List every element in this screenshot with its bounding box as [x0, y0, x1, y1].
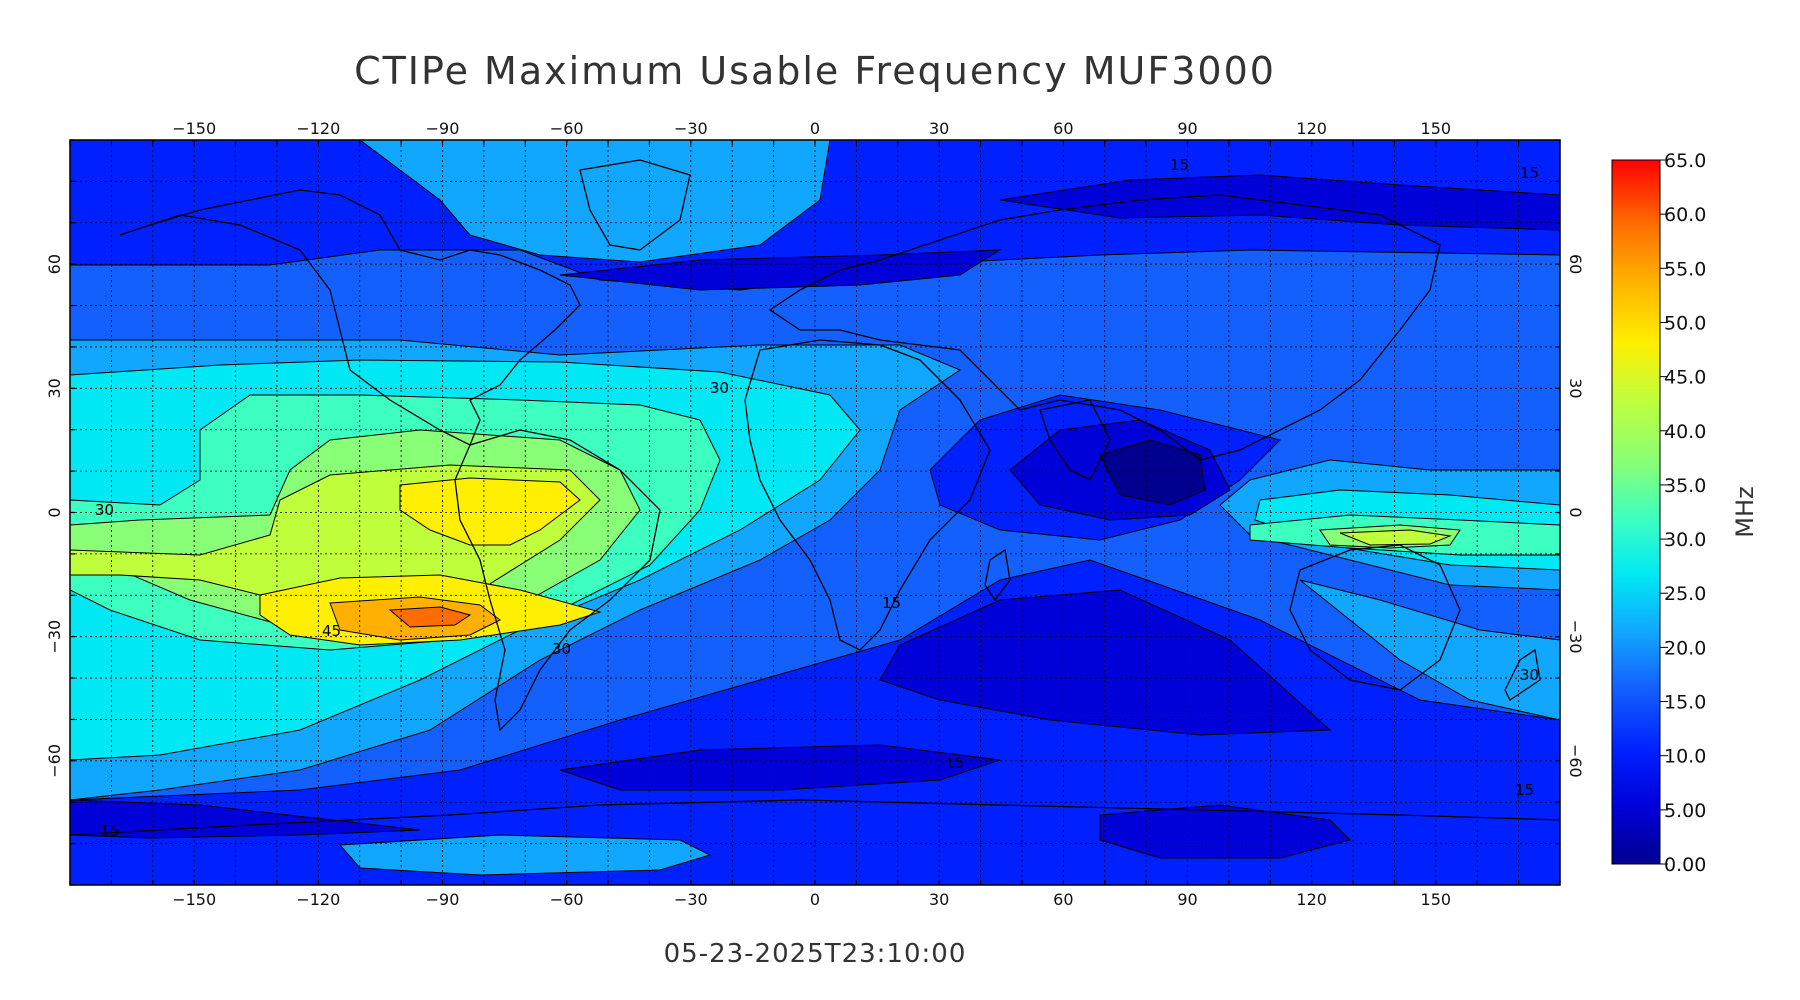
colorbar-tick-label: 5.00	[1664, 800, 1706, 822]
x-tick-label: −150	[172, 119, 216, 138]
coastlines	[70, 159, 1560, 836]
coast-antarctica	[70, 799, 1560, 836]
x-tick-label: −120	[296, 890, 340, 909]
y-tick-label: 30	[45, 378, 64, 398]
contour-label: 15	[945, 754, 964, 772]
y-tick-label: 60	[45, 254, 64, 274]
x-tick-label: 30	[929, 119, 949, 138]
coast-australia	[1289, 544, 1461, 691]
y-tick-label: 60	[1566, 254, 1585, 274]
y-tick-label: 30	[1566, 378, 1585, 398]
colorbar	[1611, 159, 1661, 865]
colorbar-tick-label: 20.0	[1664, 637, 1706, 659]
x-tick-label: 90	[1177, 890, 1197, 909]
contour-label: 30	[1520, 666, 1539, 684]
graticule	[70, 140, 1560, 885]
x-tick-label: −90	[426, 890, 460, 909]
y-tick-label: −30	[45, 620, 64, 654]
x-tick-label: −30	[674, 890, 708, 909]
x-tick-label: 150	[1421, 119, 1452, 138]
contour-band-5c	[559, 744, 1001, 791]
colorbar-tick-label: 50.0	[1664, 312, 1706, 334]
colorbar-unit: MHz	[1731, 486, 1759, 537]
x-tick-label: 0	[810, 119, 820, 138]
colorbar-tick-label: 55.0	[1664, 258, 1706, 280]
frame-ticks	[69, 139, 1561, 886]
colorbar-tick-label: 15.0	[1664, 692, 1706, 714]
y-tick-label: −60	[45, 744, 64, 778]
contour-band-0	[1099, 439, 1206, 506]
y-tick-label: 0	[1566, 507, 1585, 517]
contour-band-20	[359, 140, 831, 263]
colorbar-tick-label: 0.00	[1664, 854, 1706, 876]
contour-label: 30	[95, 501, 114, 519]
y-tick-label: 0	[45, 507, 64, 517]
x-tick-label: 0	[810, 890, 820, 909]
colorbar-tick-label: 25.0	[1664, 583, 1706, 605]
colorbar-tick-label: 35.0	[1664, 475, 1706, 497]
coast-madagascar	[984, 548, 1011, 602]
contour-label: 15	[1515, 781, 1534, 799]
colorbar-tick-label: 60.0	[1664, 204, 1706, 226]
x-tick-label: −120	[296, 119, 340, 138]
coast-africa	[744, 339, 991, 651]
x-tick-label: −60	[550, 890, 584, 909]
contour-band-5d	[1099, 804, 1351, 859]
coast-eurasia	[768, 194, 1441, 461]
contour-label: 30	[552, 640, 571, 658]
x-tick-label: 120	[1296, 890, 1327, 909]
contour-band-20e	[1299, 579, 1560, 721]
contour-label: 15	[1170, 156, 1189, 174]
x-tick-label: 60	[1053, 890, 1073, 909]
contour-label: 45	[322, 622, 341, 640]
y-tick-label: −60	[1566, 744, 1585, 778]
coast-south-america	[454, 429, 661, 732]
contour-band-5a	[70, 799, 421, 839]
contour-label: 30	[710, 379, 729, 397]
x-tick-label: −90	[426, 119, 460, 138]
colorbar-tick-label: 30.0	[1664, 529, 1706, 551]
contour-band-45a	[399, 477, 581, 546]
contour-label: 15	[1520, 164, 1539, 182]
x-ticks-bottom: −150 −120 −90 −60 −30 0 30 60 90 120 150	[172, 890, 1451, 909]
x-tick-label: 120	[1296, 119, 1327, 138]
colorbar-tick-label: 65.0	[1664, 150, 1706, 172]
colorbar-tick-label: 40.0	[1664, 421, 1706, 443]
coast-north-america	[119, 189, 581, 446]
x-tick-label: 60	[1053, 119, 1073, 138]
contour-label: 15	[100, 822, 119, 840]
x-ticks-top: −150 −120 −90 −60 −30 0 30 60 90 120 150	[172, 119, 1451, 138]
contour-band-55	[388, 606, 472, 628]
x-tick-label: −150	[172, 890, 216, 909]
plot-title: CTIPe Maximum Usable Frequency MUF3000	[354, 49, 1276, 93]
coast-greenland	[579, 159, 691, 251]
colorbar-ticks: 65.0 60.0 55.0 50.0 45.0 40.0 35.0 30.0 25.0 20.0…	[1660, 150, 1706, 876]
contour-label: 15	[882, 594, 901, 612]
y-ticks-left: 60 30 0 −30 −60	[45, 254, 64, 778]
contour-labels: 30 30 45 30 15 15 15 15 15 15 30	[95, 156, 1539, 840]
x-tick-label: 90	[1177, 119, 1197, 138]
contour-field	[70, 140, 1560, 885]
y-tick-label: −30	[1566, 620, 1585, 654]
coast-new-zealand	[1504, 648, 1541, 701]
colorbar-tick-label: 45.0	[1664, 367, 1706, 389]
colorbar-tick-label: 10.0	[1664, 746, 1706, 768]
contour-band-5g	[559, 249, 1002, 291]
x-tick-label: −60	[550, 119, 584, 138]
y-ticks-right: 60 30 0 −30 −60	[1566, 254, 1585, 778]
x-tick-label: 150	[1421, 890, 1452, 909]
contour-band-40b	[1339, 529, 1452, 546]
timestamp: 05-23-2025T23:10:00	[664, 939, 967, 969]
x-tick-label: −30	[674, 119, 708, 138]
coast-india	[1039, 399, 1111, 481]
x-tick-label: 30	[929, 890, 949, 909]
